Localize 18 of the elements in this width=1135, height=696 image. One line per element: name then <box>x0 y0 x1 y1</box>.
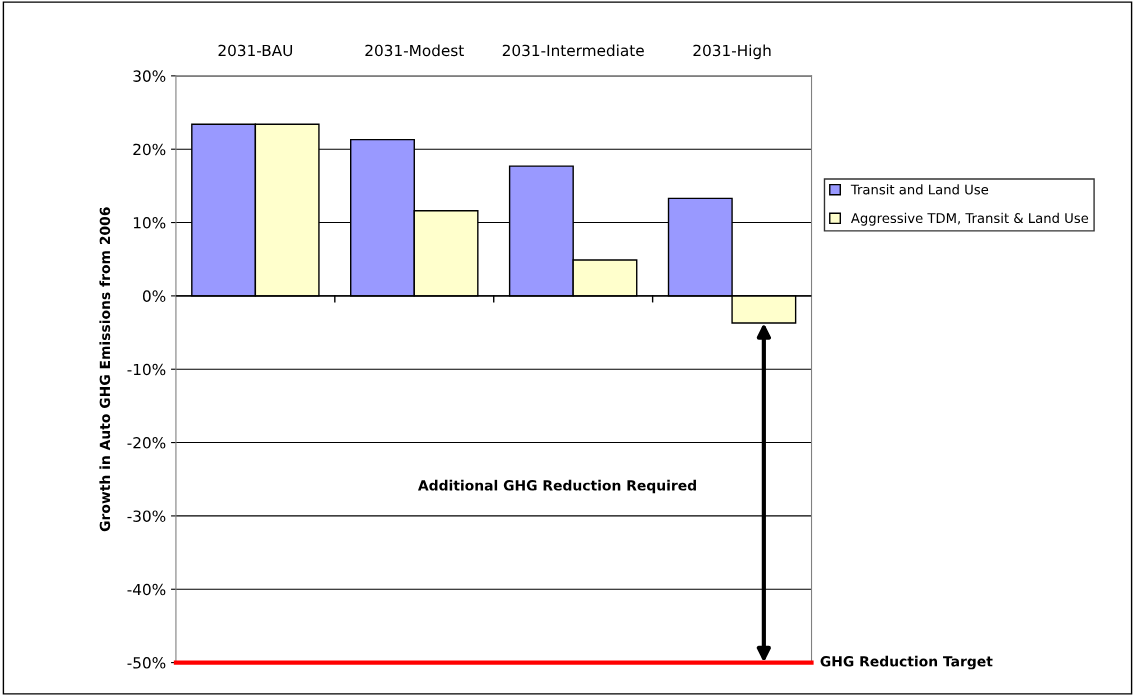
annotation: Additional GHG Reduction Required <box>417 479 696 494</box>
y-tick-label: 10% <box>133 217 166 229</box>
y-tick-label: -10% <box>127 363 166 376</box>
x-tick-label: 2031-Intermediate <box>502 44 644 57</box>
y-tick-label: 30% <box>133 70 166 82</box>
x-tick-label: 2031-BAU <box>218 44 293 57</box>
legend-label: Aggressive TDM, Transit & Land Use <box>850 212 1089 226</box>
y-tick-label: 0% <box>142 290 166 302</box>
y-tick-label: -20% <box>127 437 166 449</box>
legend-label: Transit and Land Use <box>850 184 989 195</box>
y-tick-label: -40% <box>127 583 166 596</box>
y-axis-title: Growth in Auto GHG Emissions from 2006 <box>99 207 111 532</box>
y-tick-label: 20% <box>133 143 166 156</box>
y-tick-label: -50% <box>127 657 166 669</box>
ref-line-label: GHG Reduction Target <box>820 655 993 670</box>
x-tick-label: 2031-Modest <box>365 44 464 57</box>
x-tick-label: 2031-High <box>693 44 771 60</box>
y-tick-label: -30% <box>127 510 166 522</box>
